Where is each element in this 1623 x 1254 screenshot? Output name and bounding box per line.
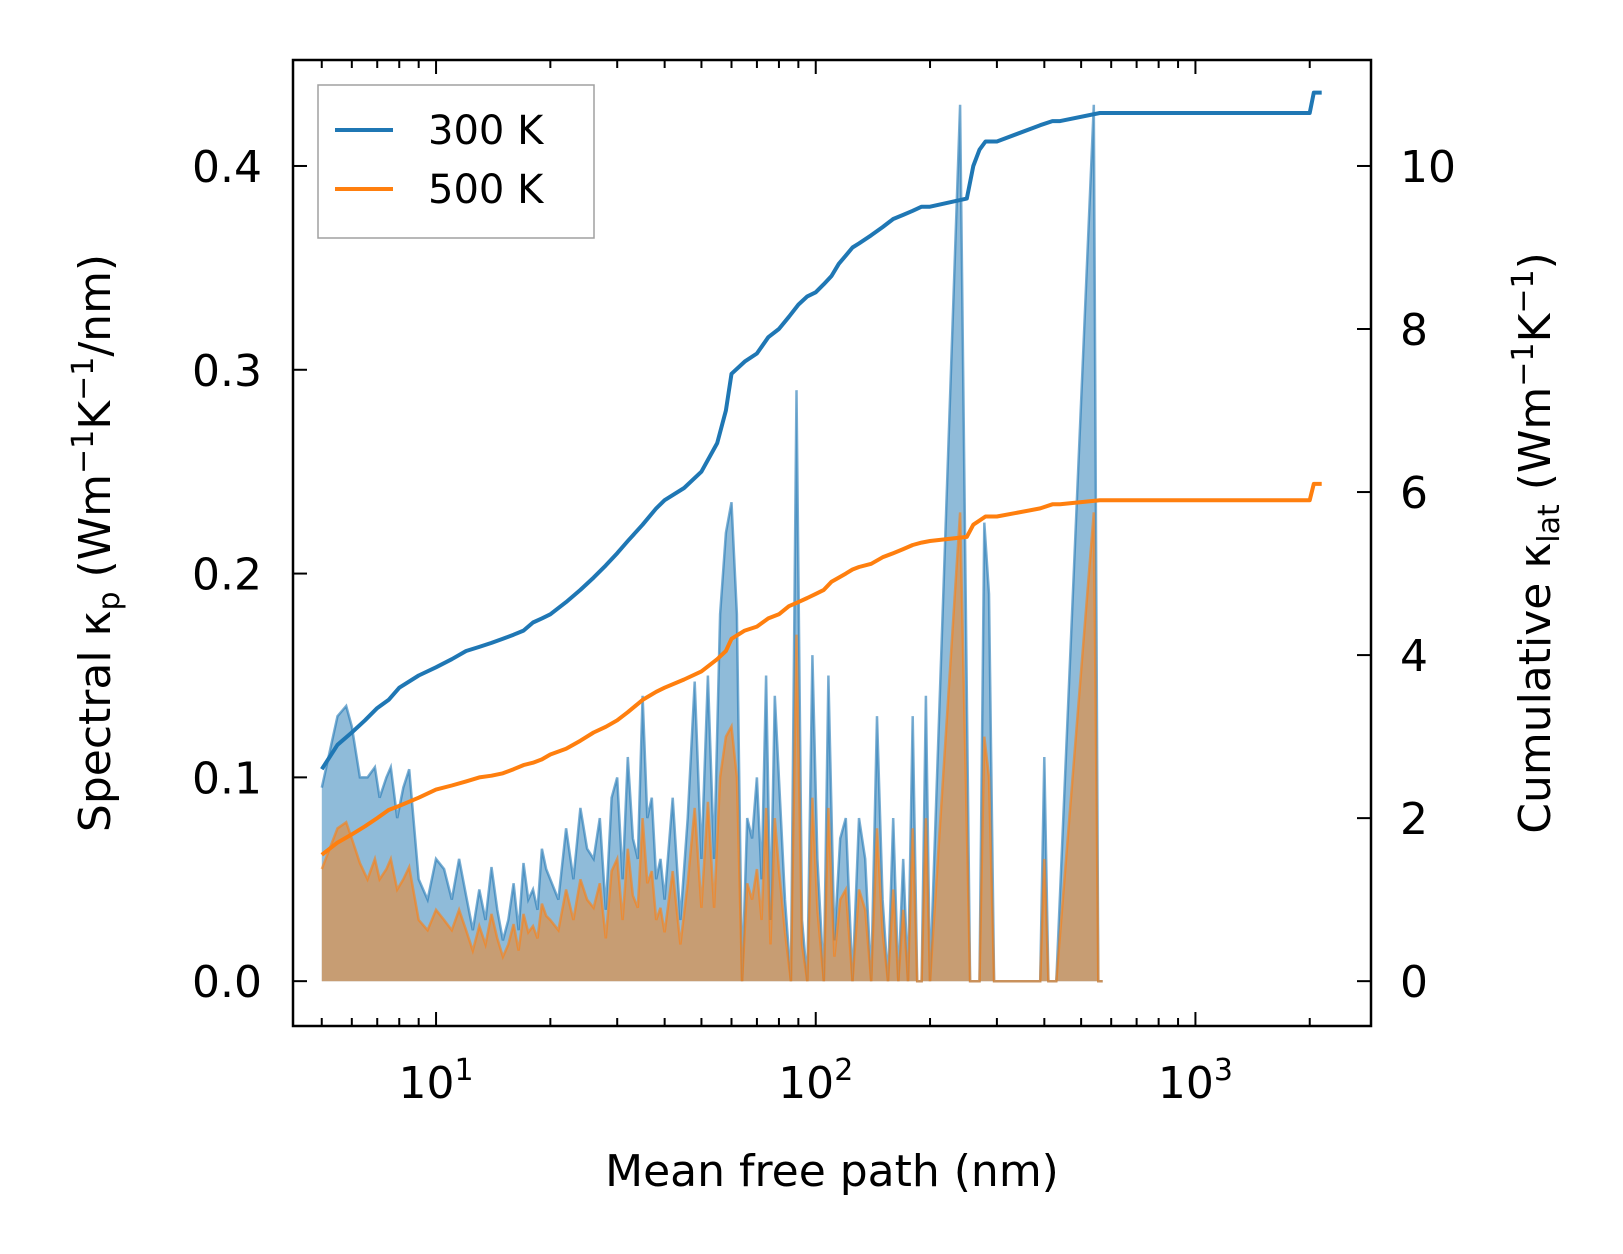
y-left-tick-label: 0.4: [192, 142, 262, 193]
cumulative-lines: [320, 90, 1322, 857]
x-axis-label: Mean free path (nm): [605, 1146, 1059, 1197]
plot-frame: [291, 58, 1373, 1028]
legend-frame: [317, 84, 595, 239]
x-tick-label: 103: [1158, 1053, 1233, 1109]
cumulative-line-1: [320, 481, 1322, 857]
x-tick-label: 102: [778, 1053, 853, 1109]
x-tick-label: 101: [399, 1053, 474, 1109]
y-left-tick-label: 0.2: [192, 550, 262, 601]
cumulative-line-0: [320, 90, 1322, 771]
spectral-line-0: [320, 104, 1103, 983]
y-axis-label-right: Cumulative κlat (Wm−1K−1): [1506, 252, 1567, 834]
y-axis-label-left: Spectral κp (Wm−1K−1/nm): [66, 254, 127, 832]
legend: 300 K 500 K: [317, 84, 595, 239]
y-left-tick-label: 0.3: [192, 346, 262, 397]
y-right-tick-label: 2: [1400, 794, 1428, 845]
legend-label-300k: 300 K: [428, 108, 545, 154]
y-right-tick-label: 8: [1400, 305, 1428, 356]
legend-label-500k: 500 K: [428, 167, 545, 213]
y-right-tick-label: 6: [1400, 468, 1428, 519]
y-left-tick-label: 0.0: [192, 957, 262, 1008]
spectral-line-1: [320, 512, 1103, 983]
axes: 101 102 103 0.0 0.1 0.2 0.3 0.4 0 2 4 6 8 10: [192, 58, 1456, 1109]
y-left-tick-label: 0.1: [192, 753, 262, 804]
y-right-tick-label: 4: [1400, 631, 1428, 682]
y-right-tick-label: 10: [1400, 142, 1456, 193]
spectral-areas: [320, 104, 1103, 983]
y-right-tick-label: 0: [1400, 957, 1428, 1008]
